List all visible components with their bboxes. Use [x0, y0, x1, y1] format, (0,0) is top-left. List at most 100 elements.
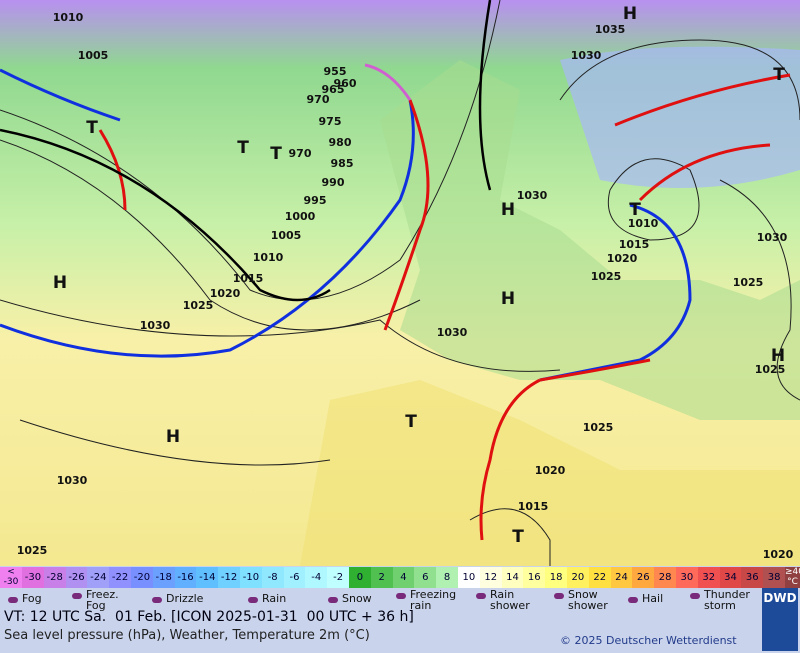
scale-cell: 36: [741, 567, 764, 588]
scale-cell: -26: [65, 567, 88, 588]
scale-cell: 8: [436, 567, 458, 588]
scale-cell: 28: [654, 567, 676, 588]
scale-cell: 22: [588, 567, 611, 588]
scale-cell: 34: [719, 567, 742, 588]
isobar-label: 965: [322, 83, 345, 96]
scale-low-label: < -30: [0, 567, 22, 588]
isobar-label: 975: [319, 115, 342, 128]
isobar-label: 1025: [583, 421, 614, 434]
scale-cell: -8: [261, 567, 284, 588]
isobar-label: 1015: [619, 238, 650, 251]
weather-map: 1010100510351030955960965970975980985990…: [0, 0, 800, 566]
pressure-center: T: [773, 65, 785, 85]
scale-high-label: ≥40 °C: [785, 567, 800, 588]
logo: DWD: [762, 588, 798, 651]
scale-cell: 18: [545, 567, 567, 588]
color-scale: < -30 -30 -28 -26 -24 -22 -20 -18 -16 -14 -12 -10 -8…: [0, 567, 800, 588]
pressure-center: T: [629, 200, 641, 220]
scale-cell: 30: [676, 567, 698, 588]
scale-cell: 38: [763, 567, 785, 588]
cold-area: [560, 46, 800, 189]
isobar-label: 990: [322, 176, 345, 189]
isobar-label: 970: [307, 93, 330, 106]
isobar-label: 1005: [271, 229, 302, 242]
scale-cell: 2: [370, 567, 393, 588]
scale-cell: -6: [283, 567, 306, 588]
isobar-label: 1025: [755, 363, 786, 376]
pressure-center: T: [270, 144, 282, 164]
isobar-label: 1025: [733, 276, 764, 289]
isobar-label: 1020: [763, 548, 794, 561]
scale-cell: 4: [392, 567, 415, 588]
isobar-label: 1010: [53, 11, 84, 24]
isobar-label: 1010: [628, 217, 659, 230]
pressure-center: H: [53, 273, 67, 293]
isobar-label: 955: [324, 65, 347, 78]
isobar-label: 1025: [183, 299, 214, 312]
isobars: [0, 0, 800, 566]
isobar-label: 1000: [285, 210, 316, 223]
isobar-label: 1030: [57, 474, 88, 487]
ridge: [478, 0, 492, 191]
scale-cell: 10: [458, 567, 480, 588]
scale-cell: -2: [327, 567, 349, 588]
weather-legend-item: Snow shower: [552, 589, 608, 611]
isobar-label: 970: [289, 147, 312, 160]
scale-cell: 26: [632, 567, 655, 588]
scale-cell: -12: [218, 567, 240, 588]
pressure-center: H: [623, 4, 637, 24]
isobar-label: 1015: [233, 272, 264, 285]
isobar-label: 1020: [607, 252, 638, 265]
scale-cell: -24: [87, 567, 110, 588]
isobar-label: 960: [334, 77, 357, 90]
weather-legend-item: Snow: [326, 593, 372, 604]
land: [300, 380, 800, 566]
isobar-label: 1030: [140, 319, 171, 332]
isobar-label: 980: [329, 136, 352, 149]
weather-legend: Fog Freez. Fog Drizzle Rain Snow Freezing rai…: [0, 589, 760, 613]
weather-legend-item: Drizzle: [150, 593, 203, 604]
isobar-label: 1030: [571, 49, 602, 62]
isobar-label: 1020: [210, 287, 241, 300]
land: [380, 60, 800, 420]
weather-legend-item: Freez. Fog: [70, 589, 119, 611]
copyright: © 2025 Deutscher Wetterdienst: [560, 634, 737, 647]
scale-cell: 6: [414, 567, 437, 588]
weather-legend-item: Hail: [626, 593, 663, 604]
pressure-center: T: [405, 412, 417, 432]
scale-cell: 12: [479, 567, 502, 588]
scale-cell: 24: [610, 567, 633, 588]
scale-cell: -4: [305, 567, 328, 588]
scale-cell: -20: [131, 567, 153, 588]
weather-legend-item: Rain shower: [474, 589, 530, 611]
scale-cell: 32: [697, 567, 720, 588]
scale-cell: 0: [349, 567, 371, 588]
pressure-center: T: [237, 138, 249, 158]
isobar-label: 1020: [535, 464, 566, 477]
isobar-label: 995: [304, 194, 327, 207]
scale-cell: 14: [501, 567, 524, 588]
isobar-label: 1005: [78, 49, 109, 62]
isobar-label: 1025: [591, 270, 622, 283]
fronts: [0, 63, 791, 541]
description: Sea level pressure (hPa), Weather, Tempe…: [4, 628, 370, 643]
pressure-center: H: [501, 200, 515, 220]
weather-legend-item: Freezing rain: [394, 589, 456, 611]
scale-cell: 20: [567, 567, 589, 588]
scale-cell: -18: [152, 567, 175, 588]
isobar-label: 1035: [595, 23, 626, 36]
weather-legend-item: Fog: [6, 593, 42, 604]
weather-legend-item: Rain: [246, 593, 286, 604]
isobar-label: 1015: [518, 500, 549, 513]
pressure-center: T: [86, 118, 98, 138]
scale-cell: -10: [240, 567, 262, 588]
scale-cell: -16: [174, 567, 197, 588]
weather-legend-item: Thunder storm: [688, 589, 750, 611]
trough: [0, 128, 331, 302]
isobar-label: 1010: [253, 251, 284, 264]
pressure-center: H: [771, 346, 785, 366]
isobar-label: 1030: [517, 189, 548, 202]
pressure-center: T: [512, 527, 524, 547]
isobar-label: 1025: [17, 544, 48, 557]
